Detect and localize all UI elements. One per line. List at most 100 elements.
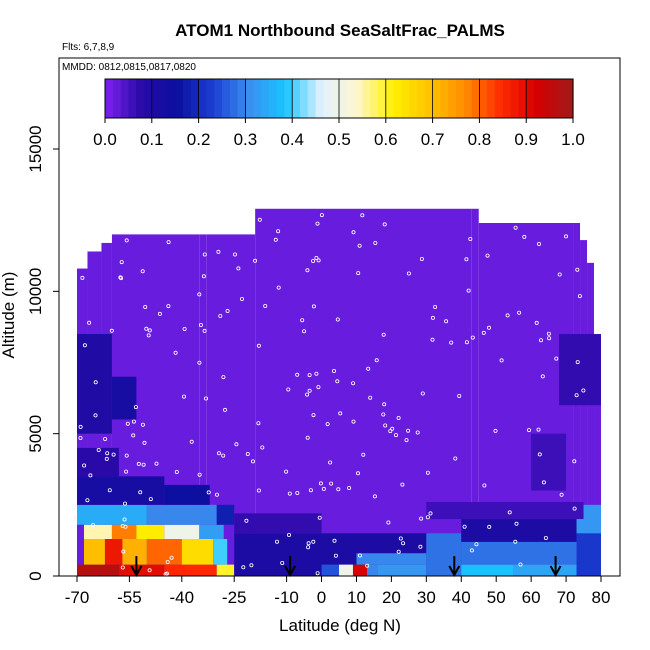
sample-marker [96, 447, 101, 452]
heatmap-cell [164, 484, 210, 505]
sample-marker [418, 544, 423, 549]
flight-arrows [130, 556, 562, 578]
sample-marker [415, 430, 420, 435]
colorbar-segment [565, 79, 574, 118]
sample-marker [214, 492, 219, 497]
sample-marker [124, 238, 129, 243]
y-axis: 0 5000 10000 15000 [26, 125, 59, 581]
sample-marker [482, 483, 487, 488]
colorbar-tick-label: 1.0 [561, 130, 585, 149]
colorbar-segment [362, 79, 371, 118]
sample-marker [332, 538, 337, 543]
sample-marker [581, 388, 586, 393]
sample-marker [325, 422, 330, 427]
sample-marker [547, 336, 552, 341]
x-tick-label: -10 [274, 588, 299, 607]
sample-marker [425, 515, 430, 520]
x-tick-label: 80 [592, 588, 611, 607]
dates-subtitle: MMDD: 0812,0815,0817,0820 [62, 62, 196, 73]
sample-marker [449, 340, 454, 345]
heatmap-cell [576, 533, 601, 576]
sample-marker [306, 541, 311, 546]
sample-marker [406, 271, 411, 276]
colorbar-segment [261, 79, 270, 118]
flight-arrow [549, 556, 562, 578]
sample-marker [317, 515, 322, 520]
sample-marker [201, 274, 206, 279]
sample-marker [575, 267, 580, 272]
sample-marker [381, 412, 386, 417]
x-tick-label: 10 [347, 588, 366, 607]
y-tick-label: 10000 [26, 268, 45, 315]
colorbar-segment [253, 79, 262, 118]
x-tick-label: -25 [222, 588, 247, 607]
sample-marker [522, 234, 527, 239]
sample-marker [357, 243, 362, 248]
sample-marker [111, 452, 116, 457]
sample-marker [148, 497, 153, 502]
sample-marker [481, 330, 486, 335]
colorbar-segment [144, 79, 153, 118]
heatmap-cell [77, 504, 147, 525]
x-axis-label: Latitude (deg N) [279, 616, 401, 635]
sample-marker [419, 256, 424, 261]
sample-marker [302, 329, 307, 334]
sample-marker [133, 405, 138, 410]
sample-marker [383, 423, 388, 428]
sample-marker [142, 440, 147, 445]
sample-marker [507, 510, 512, 515]
sample-marker [366, 366, 371, 371]
sample-marker [487, 524, 492, 529]
sample-marker [493, 428, 498, 433]
sample-marker [470, 335, 475, 340]
sample-marker [517, 310, 522, 315]
colorbar-segment [401, 79, 410, 118]
sample-marker [109, 328, 114, 333]
x-tick-label: 50 [487, 588, 506, 607]
sample-marker [428, 511, 433, 516]
colorbar-tick-label: 0.9 [514, 130, 538, 149]
sample-marker [329, 481, 334, 486]
sample-marker [154, 461, 159, 466]
heatmap-cell [461, 564, 514, 576]
sample-marker [118, 275, 123, 280]
sample-marker [257, 217, 262, 222]
coverage-cell [587, 262, 595, 576]
sample-marker [131, 419, 136, 424]
colorbar-segment [276, 79, 285, 118]
sample-marker [250, 459, 255, 464]
sample-marker [216, 451, 221, 456]
sample-marker [534, 320, 539, 325]
sample-marker [382, 402, 387, 407]
sample-marker [93, 413, 98, 418]
heatmap-cell [234, 513, 322, 534]
sample-marker [308, 488, 313, 493]
sample-marker [360, 213, 365, 218]
heatmap-cell [366, 564, 378, 576]
sample-marker [319, 213, 324, 218]
sample-marker [305, 435, 310, 440]
heatmap-cell [461, 519, 577, 542]
sample-marker [198, 322, 203, 327]
sample-marker [182, 326, 187, 331]
sample-marker [577, 294, 582, 299]
flight-arrow [284, 556, 296, 578]
sample-marker [305, 392, 310, 397]
colorbar-segment [487, 79, 496, 118]
colorbar-segment [159, 79, 168, 118]
colorbar-segment [300, 79, 309, 118]
colorbar-segment [151, 79, 161, 118]
colorbar-tick-label: 0.6 [374, 130, 398, 149]
sample-marker [104, 456, 109, 461]
colorbar-segment [175, 79, 184, 118]
sample-marker [564, 234, 569, 239]
sample-marker [404, 438, 409, 443]
coverage-cell [594, 393, 601, 576]
sample-marker [256, 421, 261, 426]
sample-marker [396, 415, 401, 420]
sample-marker [181, 394, 186, 399]
sample-marker [82, 343, 87, 348]
sample-marker [464, 340, 469, 345]
colorbar-segment [526, 79, 535, 118]
